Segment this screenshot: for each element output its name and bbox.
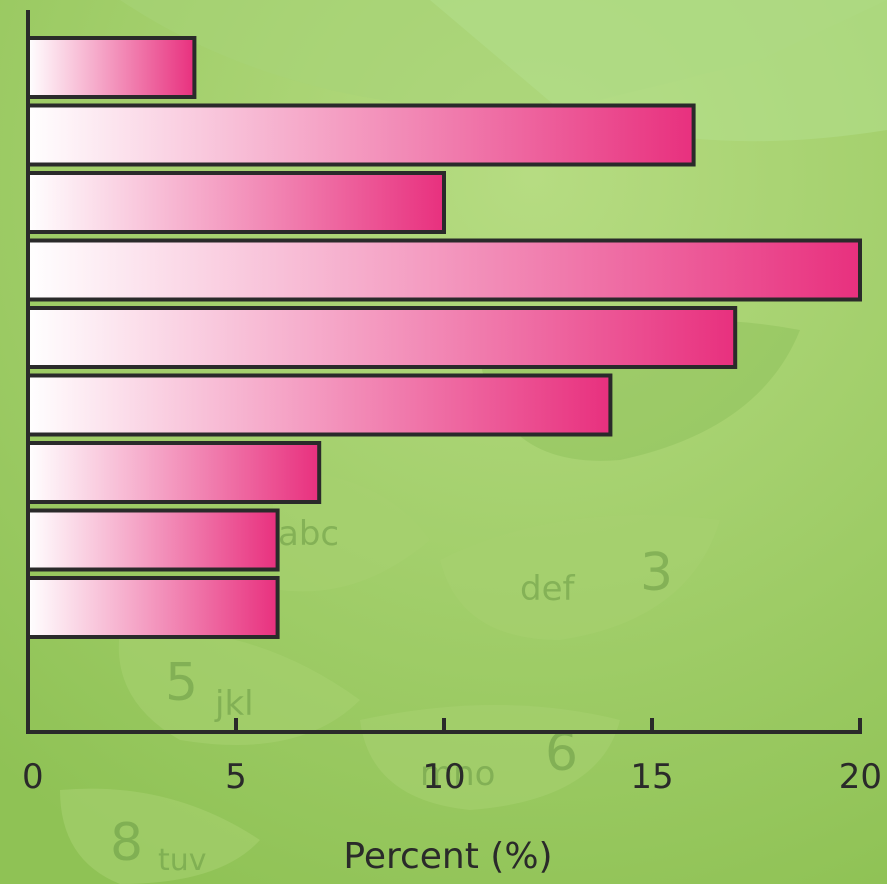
keypad-jkl-text: jkl <box>214 684 254 724</box>
bar-7 <box>26 441 322 504</box>
bar-9 <box>26 576 280 639</box>
x-tick-label-20: 20 <box>839 757 882 797</box>
bar-3 <box>26 171 446 234</box>
keypad-mno-text: mno <box>420 754 495 794</box>
keypad-tuv-text: tuv <box>158 843 207 878</box>
x-tick-label-0: 0 <box>22 757 44 797</box>
x-tick-label-15: 15 <box>630 757 673 797</box>
bar-5 <box>26 306 738 369</box>
x-tick-label-5: 5 <box>225 757 247 797</box>
x-axis-title: Percent (%) <box>343 836 552 877</box>
x-ticks-group: 0 5 10 15 20 <box>22 718 882 797</box>
keypad-3-text: 3 <box>640 543 673 603</box>
x-tick-label-10: 10 <box>422 757 465 797</box>
keypad-5-text: 5 <box>165 653 198 713</box>
bar-4 <box>26 238 862 302</box>
keypad-abc-text: abc <box>278 514 339 554</box>
bar-1 <box>26 36 197 99</box>
bar-8 <box>26 508 280 572</box>
keypad-8-text: 8 <box>110 813 143 873</box>
keypad-def-text: def <box>520 569 576 609</box>
bar-2 <box>26 103 696 167</box>
bar-6 <box>26 373 613 437</box>
bars-group <box>26 36 862 639</box>
